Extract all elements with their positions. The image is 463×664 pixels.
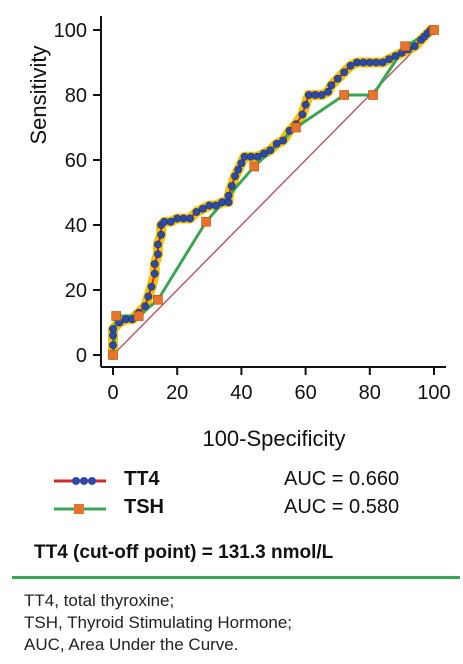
tsh-point [429,25,439,35]
x-tick-label: 80 [359,382,381,404]
y-axis-title: Sensitivity [26,45,51,144]
tsh-point [153,294,163,305]
x-tick-label: 60 [294,382,316,404]
footnote-auc: AUC, Area Under the Curve. [24,635,239,654]
tt4-point [192,208,201,216]
x-tick-label: 20 [166,382,188,404]
legend-auc-tsh: AUC = 0.580 [284,496,400,518]
tt4-point [272,139,281,148]
tt4-point [333,74,342,83]
tt4-point [150,260,159,268]
tt4-point [109,325,117,333]
footnote-tsh: TSH, Thyroid Stimulating Hormone; [24,613,293,632]
legend-auc-tt4: AUC = 0.660 [284,468,400,490]
footnote-tt4: TT4, total thyroxine; [24,591,175,610]
tt4-point [266,146,275,155]
x-axis-title: 100-Specificity [202,426,345,451]
tt4-point [324,87,332,96]
divider-rule [12,576,460,579]
tt4-point [186,214,194,223]
tsh-point [291,122,301,133]
x-tick-label: 100 [417,382,450,404]
tt4-point [301,100,310,109]
tt4-point [378,58,387,67]
tt4-point [227,182,236,190]
tt4-point [231,172,239,181]
tsh-point [201,216,211,227]
tsh-legend-swatch [54,504,106,514]
tt4-point [160,217,169,226]
tt4-legend-swatch [54,477,106,485]
tt4-point [410,42,419,51]
tsh-point [339,90,349,100]
tt4-point [346,61,355,70]
tt4-point [179,214,188,223]
y-tick-label: 20 [65,280,87,302]
tt4-point [154,240,162,249]
tsh-point [108,350,118,360]
tt4-point [240,152,249,161]
tt4-point [327,81,336,90]
tt4-point [372,58,381,67]
reference-line [112,29,435,356]
tt4-point [150,269,159,278]
tt4-point [247,152,255,161]
tsh-point [368,90,378,100]
tt4-point [391,52,400,60]
footnotes: TT4, total thyroxine; TSH, Thyroid Stimu… [24,590,292,656]
tt4-point [198,204,207,213]
tt4-point [298,110,307,119]
x-tick-label: 40 [230,382,252,404]
tt4-point [385,55,393,64]
y-tick-label: 0 [76,345,87,367]
cutoff-annotation: TT4 (cut-off point) = 131.3 nmol/L [34,542,334,563]
tt4-point [259,149,268,158]
tt4-point [279,136,288,145]
tt4-point [253,152,262,161]
tt4-point [144,292,153,301]
tsh-point [249,161,260,172]
y-tick-label: 40 [65,215,87,237]
tt4-point [109,331,117,340]
tt4-point [205,201,214,210]
tt4-point [237,159,246,168]
tt4-point [218,198,227,207]
y-tick-label: 100 [54,20,87,42]
x-tick-label: 0 [107,382,118,404]
tsh-point [111,311,122,321]
tt4-point [141,302,149,311]
plot-area [108,25,439,360]
tt4-point [166,217,175,226]
tsh-point [133,311,144,321]
tt4-point [147,282,156,291]
tsh-point [400,41,410,52]
legend-item-tsh: TSH AUC = 0.580 [40,496,440,524]
legend-item-tt4: TT4 AUC = 0.660 [40,468,440,496]
roc-chart: 0 20 40 60 80 100 0 20 40 60 80 100 100-Specificity… [26,16,451,451]
tt4-point [224,198,233,207]
tt4-point [154,250,162,259]
legend-label-tsh: TSH [124,496,164,518]
legend-label-tt4: TT4 [124,468,160,490]
axes: 0 20 40 60 80 100 0 20 40 60 80 100 [54,16,451,404]
tt4-point [157,230,166,239]
y-tick-label: 60 [65,150,87,172]
tt4-point [211,201,220,210]
tt4-point [173,214,182,223]
tt4-point [234,165,243,174]
tt4-point [353,58,361,67]
tt4-point [224,191,233,200]
tt4-point [109,341,117,350]
legend: TT4 AUC = 0.660 TSH AUC = 0.580 [40,468,440,524]
tt4-point [317,91,326,99]
y-tick-label: 80 [65,85,87,107]
tt4-point [340,68,349,77]
